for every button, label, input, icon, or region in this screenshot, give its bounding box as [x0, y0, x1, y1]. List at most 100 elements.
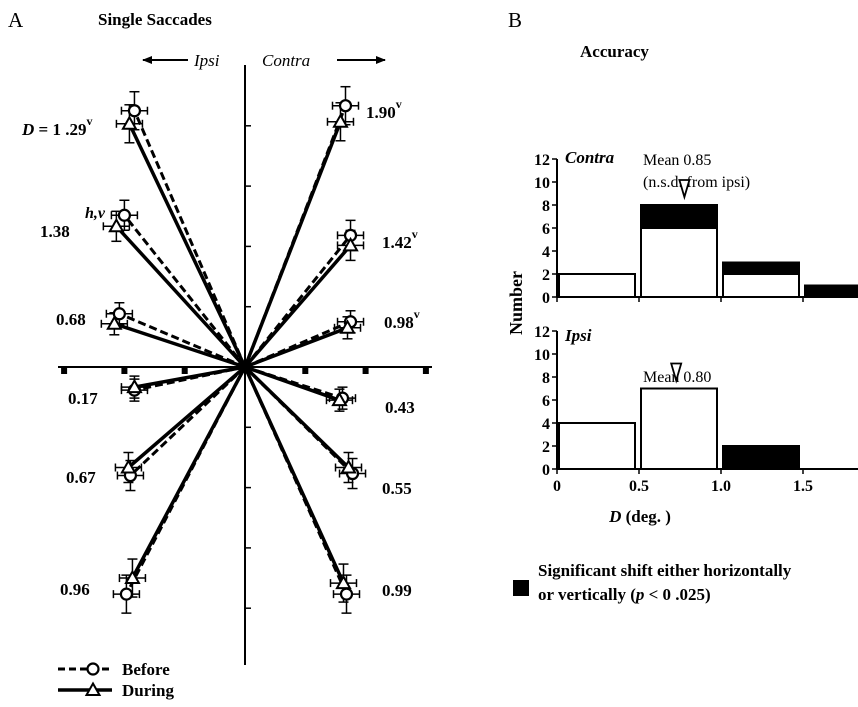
contra-label: Contra: [262, 51, 310, 70]
hist-y-tick-label: 4: [542, 244, 550, 261]
x-tick: [121, 366, 128, 374]
y-axis-label: Number: [506, 271, 526, 335]
legend-before: Before: [58, 660, 170, 679]
during-marker: [108, 217, 125, 233]
mean-marker-icon: [678, 179, 691, 201]
target-label: 0.67: [66, 468, 96, 487]
before-marker: [117, 208, 132, 222]
hist-x-tick-label: 1.5: [793, 478, 813, 495]
during-trajectory-line: [243, 365, 350, 469]
during-marker: [342, 236, 359, 252]
target-label-superscript: v: [412, 227, 418, 241]
panel-b-letter: B: [508, 8, 522, 32]
x-axis-label: D (deg. ): [608, 507, 671, 526]
before-trajectory-line: [133, 110, 247, 368]
target-label-value: 0.55: [382, 479, 412, 498]
target-label: 1.38: [40, 222, 70, 241]
hist-y-tick-label: 10: [534, 175, 550, 192]
during-marker: [120, 458, 137, 474]
target-label: 0.17: [68, 389, 98, 408]
hist-y-tick-label: 0: [542, 290, 550, 307]
target-label: D = 1 .29v: [21, 114, 92, 139]
hist-bar-nonsignificant: [640, 387, 718, 470]
contra-mean-label: Mean 0.85: [643, 152, 711, 169]
hist-y-tick-label: 12: [534, 324, 550, 341]
during-marker: [339, 319, 356, 334]
hist-y-tick-label: 8: [542, 198, 550, 215]
during-trajectory-line: [113, 322, 246, 369]
target-label-value: 1.42: [382, 233, 412, 252]
legend-line2-pre: or vertically (: [538, 585, 636, 604]
hist-y-tick-label: 12: [534, 152, 550, 169]
target-label: 0.96: [60, 580, 90, 599]
hist-y-tick-label: 6: [542, 221, 550, 238]
x-tick: [181, 366, 188, 374]
target-label-superscript: v: [86, 114, 92, 128]
panel-a-letter: A: [8, 8, 24, 32]
before-marker: [127, 104, 142, 118]
panel-a-title: Single Saccades: [98, 10, 212, 29]
legend-line2-var: p: [634, 585, 645, 604]
target-label-value: = 1 .29: [34, 120, 86, 139]
during-trajectory-line: [130, 366, 247, 579]
before-marker-icon: [86, 662, 100, 676]
target-label-value: 0.99: [382, 581, 412, 600]
before-trajectory-line: [118, 312, 246, 369]
hist-x-tick-label: 1.0: [711, 478, 731, 495]
hist-y-tick-label: 0: [542, 462, 550, 479]
during-trajectory-line: [243, 121, 343, 368]
mean-marker-icon: [669, 362, 683, 384]
hist-y-tick-label: 4: [542, 416, 550, 433]
hist-bar-nonsignificant: [640, 227, 718, 298]
significant-legend-line2: or vertically (p < 0 .025): [538, 585, 711, 604]
legend-during: During: [58, 681, 174, 700]
target-label: 0.99: [382, 581, 412, 600]
target-label: 0.43: [385, 398, 415, 417]
x-tick: [362, 366, 369, 374]
during-marker: [340, 458, 357, 474]
contra-histogram: 0 2 4 6 8 10 12: [534, 152, 858, 307]
target-label-value: 0.68: [56, 310, 86, 329]
contra-mean-note: (n.s.d. from ipsi): [643, 174, 750, 191]
during-trajectory-line: [127, 123, 247, 368]
significant-legend-line1: Significant shift either horizontally: [538, 561, 792, 580]
hist-y-tick-label: 10: [534, 347, 550, 364]
hist-x-tick-label: 0: [553, 478, 561, 495]
target-label-var: D: [21, 120, 34, 139]
target-label-superscript: v: [414, 307, 420, 321]
hist-y-tick-label: 2: [542, 267, 550, 284]
target-label-superscript: v: [396, 97, 402, 111]
during-marker: [106, 315, 123, 330]
before-trajectory-line: [123, 214, 247, 368]
target-label: 1.42v: [382, 227, 418, 252]
during-marker: [126, 378, 143, 394]
during-marker: [331, 391, 348, 407]
hist-bar-nonsignificant: [558, 422, 636, 470]
hist-bar-nonsignificant: [558, 273, 636, 298]
hist-y-tick-label: 2: [542, 439, 550, 456]
during-marker: [335, 574, 352, 590]
hist-y-tick-label: 8: [542, 370, 550, 387]
x-axis-label-unit: (deg. ): [621, 507, 671, 526]
during-trajectory-line: [127, 365, 247, 469]
during-marker: [332, 113, 349, 128]
hist-bar-nonsignificant: [722, 273, 800, 298]
x-tick: [422, 366, 429, 374]
panel-a-plot: [100, 85, 367, 614]
target-label: 0.55: [382, 479, 412, 498]
hist-x-tick-label: 0.5: [629, 478, 649, 495]
before-error-bar: [112, 574, 141, 614]
before-marker: [112, 307, 126, 321]
during-trajectory-line: [134, 365, 246, 389]
before-marker: [339, 587, 354, 601]
target-label: 0.98v: [384, 307, 420, 332]
during-marker: [121, 115, 138, 130]
target-label-value: 0.98: [384, 313, 414, 332]
x-axis-label-var: D: [608, 507, 621, 526]
during-trajectory-line: [243, 366, 346, 584]
target-label-value: 1.90: [366, 103, 396, 122]
during-trajectory-line: [115, 225, 247, 369]
target-label: 0.68: [56, 310, 86, 329]
hist-bar-significant: [804, 284, 858, 298]
